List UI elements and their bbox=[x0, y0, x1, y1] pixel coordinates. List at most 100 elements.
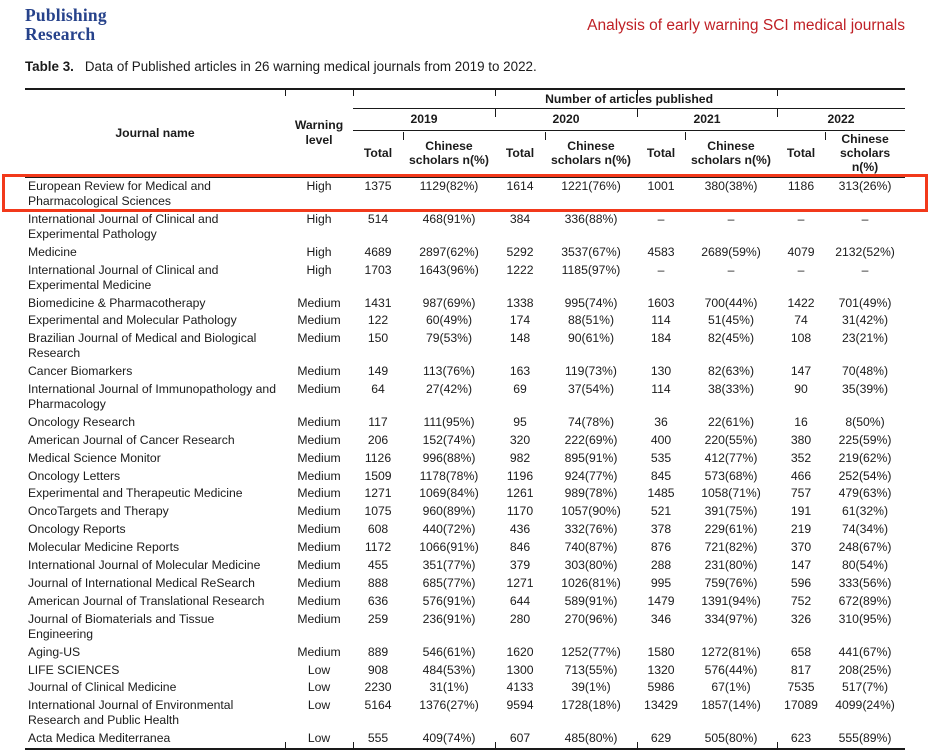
warning-level-cell: Low bbox=[307, 698, 331, 713]
value-cell: 505(80%) bbox=[704, 731, 758, 746]
value-cell: 23(21%) bbox=[842, 331, 889, 346]
value-cell: 1703 bbox=[364, 262, 392, 277]
table-caption-label: Table 3. bbox=[25, 59, 74, 74]
table-row: Oncology Reports Medium 608 440(72%) 436 332(… bbox=[25, 521, 905, 539]
value-cell: 184 bbox=[650, 331, 672, 346]
value-cell: 535 bbox=[650, 450, 672, 465]
value-cell: 5986 bbox=[647, 680, 675, 695]
value-cell: 1026(81%) bbox=[561, 576, 621, 591]
value-cell: 468(91%) bbox=[422, 211, 476, 226]
value-cell: 1603 bbox=[647, 295, 675, 310]
value-cell: 484(53%) bbox=[422, 662, 476, 677]
warning-level-cell: Medium bbox=[297, 504, 341, 519]
value-cell: 259 bbox=[367, 611, 389, 626]
journal-name-cell: Oncology Letters bbox=[28, 468, 121, 483]
journal-name-cell: European Review for Medical and Pharmaco… bbox=[28, 179, 211, 209]
warning-level-cell: Medium bbox=[297, 432, 341, 447]
table-row: Medical Science Monitor Medium 1126 996(88%… bbox=[25, 449, 905, 467]
value-cell: 1580 bbox=[647, 644, 675, 659]
journal-name-cell: Brazilian Journal of Medical and Biologi… bbox=[28, 331, 257, 361]
value-cell: 380(38%) bbox=[704, 179, 758, 194]
journal-name-cell: International Journal of Clinical and Ex… bbox=[28, 211, 219, 241]
value-cell: 39(1%) bbox=[571, 680, 611, 695]
value-cell: 61(32%) bbox=[842, 504, 889, 519]
value-cell: 1620 bbox=[506, 644, 534, 659]
value-cell: 149 bbox=[367, 364, 389, 379]
table-row: Experimental and Molecular Pathology Medi… bbox=[25, 312, 905, 330]
table-row: Journal of International Medical ReSearc… bbox=[25, 575, 905, 593]
value-cell: 1300 bbox=[506, 662, 534, 677]
subheader-total: Total bbox=[353, 130, 403, 178]
value-cell: 455 bbox=[367, 558, 389, 573]
value-cell: – bbox=[657, 211, 665, 226]
value-cell: 596 bbox=[790, 576, 812, 591]
warning-level-cell: Medium bbox=[297, 522, 341, 537]
journal-name-cell: International Journal of Immunopathology… bbox=[28, 382, 276, 411]
value-cell: 1643(96%) bbox=[419, 262, 479, 277]
value-cell: 9594 bbox=[506, 698, 534, 713]
value-cell: 5292 bbox=[506, 244, 534, 259]
value-cell: 1196 bbox=[506, 468, 534, 483]
value-cell: 1186 bbox=[787, 179, 815, 194]
warning-level-cell: Medium bbox=[297, 313, 341, 328]
value-cell: 51(45%) bbox=[707, 313, 755, 328]
value-cell: – bbox=[657, 262, 665, 277]
subheader-chinese: Chinese scholars n(%) bbox=[825, 130, 906, 178]
value-cell: 1391(94%) bbox=[701, 593, 761, 608]
value-cell: 658 bbox=[790, 644, 812, 659]
value-cell: 36 bbox=[654, 414, 668, 429]
warning-level-cell: Medium bbox=[297, 593, 341, 608]
value-cell: 1185(97%) bbox=[561, 262, 621, 277]
journal-logo: Publishing Research bbox=[25, 6, 107, 43]
table-row: International Journal of Environmental R… bbox=[25, 697, 905, 730]
value-cell: 219 bbox=[790, 522, 812, 537]
journal-name-cell: Experimental and Therapeutic Medicine bbox=[28, 486, 243, 501]
value-cell: 1001 bbox=[647, 179, 675, 194]
value-cell: 147 bbox=[790, 558, 812, 573]
value-cell: 2132(52%) bbox=[835, 244, 895, 259]
value-cell: 380 bbox=[790, 432, 812, 447]
value-cell: – bbox=[861, 211, 869, 226]
value-cell: 2230 bbox=[364, 680, 392, 695]
value-cell: 924(77%) bbox=[564, 468, 618, 483]
value-cell: 466 bbox=[790, 468, 812, 483]
value-cell: – bbox=[797, 211, 805, 226]
table-row: International Journal of Immunopathology… bbox=[25, 381, 905, 414]
value-cell: 1057(90%) bbox=[561, 504, 621, 519]
table-row: Journal of Clinical Medicine Low 2230 31(1%… bbox=[25, 679, 905, 697]
table-row: Oncology Research Medium 117 111(95%) 95 74(7… bbox=[25, 413, 905, 431]
value-cell: 38(33%) bbox=[707, 382, 755, 397]
value-cell: 1614 bbox=[506, 179, 534, 194]
value-cell: 546(61%) bbox=[422, 644, 476, 659]
warning-level-cell: Medium bbox=[297, 364, 341, 379]
value-cell: 644 bbox=[509, 593, 531, 608]
value-cell: 441(67%) bbox=[838, 644, 892, 659]
value-cell: 982 bbox=[509, 450, 531, 465]
warning-level-cell: Medium bbox=[297, 558, 341, 573]
warning-level-cell: Low bbox=[307, 731, 331, 746]
value-cell: 13429 bbox=[644, 698, 678, 713]
value-cell: 1320 bbox=[647, 662, 675, 677]
value-cell: 208(25%) bbox=[838, 662, 892, 677]
table-row: European Review for Medical and Pharmaco… bbox=[25, 177, 905, 211]
warning-level-cell: High bbox=[306, 262, 332, 277]
value-cell: 67(1%) bbox=[711, 680, 751, 695]
value-cell: 280 bbox=[509, 611, 531, 626]
warning-level-cell: High bbox=[306, 179, 332, 194]
value-cell: 400 bbox=[650, 432, 672, 447]
warning-level-cell: Medium bbox=[297, 331, 341, 346]
year-header-2019: 2019 bbox=[353, 108, 495, 131]
value-cell: 757 bbox=[790, 486, 812, 501]
warning-level-cell: Low bbox=[307, 680, 331, 695]
warning-level-cell: Medium bbox=[297, 382, 341, 397]
value-cell: 845 bbox=[650, 468, 672, 483]
year-header-2022: 2022 bbox=[777, 108, 906, 131]
warning-level-cell: Low bbox=[307, 662, 331, 677]
value-cell: 1075 bbox=[364, 504, 392, 519]
value-cell: 31(1%) bbox=[429, 680, 469, 695]
warning-level-cell: Medium bbox=[297, 450, 341, 465]
warning-level-cell: Medium bbox=[297, 468, 341, 483]
value-cell: 225(59%) bbox=[838, 432, 892, 447]
value-cell: 1172 bbox=[364, 540, 392, 555]
table-body: European Review for Medical and Pharmaco… bbox=[25, 177, 905, 749]
